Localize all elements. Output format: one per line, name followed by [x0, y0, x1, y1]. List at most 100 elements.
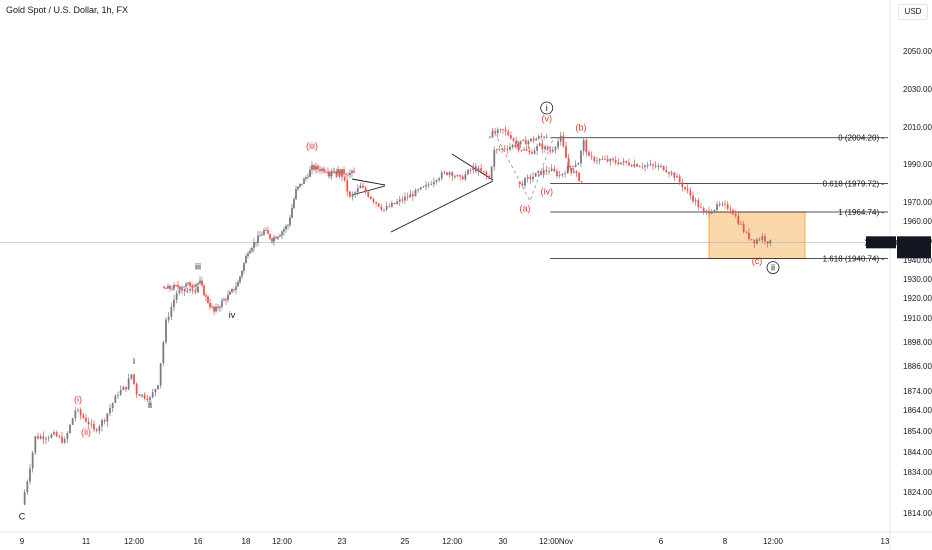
candle-body [26, 481, 29, 493]
candle-body [406, 196, 409, 198]
candle-body [580, 150, 582, 164]
candle-body [742, 224, 745, 232]
time-axis-tick: 12:00 [124, 537, 145, 546]
candle-body [585, 140, 588, 153]
price-axis-tick: 1874.00 [903, 387, 932, 396]
candle-body [243, 263, 245, 271]
candle-body [724, 203, 726, 205]
candle-body [588, 152, 590, 156]
candle-body [756, 239, 758, 244]
candle-body [609, 158, 612, 162]
candle-body [50, 434, 53, 438]
candle-body [446, 172, 448, 175]
candle-body [702, 208, 705, 212]
candle-body [553, 168, 556, 172]
candle-body [438, 178, 441, 181]
candle-body [37, 436, 39, 439]
candle-body [279, 235, 281, 237]
price-axis-tick: 1886.00 [903, 362, 932, 371]
candle-body [716, 204, 718, 210]
candle-body [90, 423, 93, 425]
candle-body [183, 288, 186, 292]
candle-body [485, 172, 488, 176]
price-axis-tick: 1920.00 [903, 294, 932, 303]
candle-body [269, 233, 271, 239]
candle-body [401, 199, 404, 201]
candle-body [335, 171, 338, 177]
currency-selector[interactable]: USD [898, 4, 928, 20]
candle-body [676, 176, 678, 178]
candle-body [544, 146, 546, 150]
price-axis-tick: 2050.00 [903, 47, 932, 56]
candle-body [542, 170, 545, 175]
candle-body [317, 166, 319, 170]
candle-body [646, 165, 649, 167]
candle-body [301, 183, 303, 185]
candle-body [528, 150, 531, 153]
candle-body [518, 181, 521, 184]
candle-body [338, 173, 341, 177]
time-axis-tick: 12:00 [539, 537, 560, 546]
candle-body [569, 165, 572, 167]
time-axis-tick: Nov [559, 537, 573, 546]
symbol-label: XAUUSD [864, 238, 898, 247]
wave-label: (b) [576, 123, 587, 133]
candle-body [729, 208, 732, 210]
candle-body [162, 342, 165, 364]
candle-body [453, 176, 456, 178]
candle-body [227, 294, 229, 301]
wave-label: (iv) [541, 186, 554, 196]
time-axis-tick: 12:00 [272, 537, 293, 546]
candle-body [273, 237, 275, 242]
candle-body [103, 420, 106, 422]
candle-body [47, 437, 50, 439]
candle-body [31, 452, 34, 469]
candle-body [523, 149, 525, 151]
candle-body [87, 421, 90, 425]
candle-body [398, 199, 401, 202]
candle-body [567, 157, 570, 169]
candle-body [435, 180, 438, 182]
candle-body [251, 248, 253, 251]
candle-body [545, 170, 548, 172]
triangle-drawing [351, 178, 386, 186]
candle-body [66, 432, 69, 440]
price-axis-tick: 1910.00 [903, 314, 932, 323]
candle-body [490, 167, 493, 179]
candle-body [253, 242, 255, 249]
candle-body [283, 229, 285, 232]
candle-body [495, 149, 498, 151]
time-axis-tick: 13 [881, 537, 890, 546]
candle-body [578, 172, 581, 182]
candle-body [185, 283, 187, 287]
candle-body [562, 135, 565, 147]
candle-body [257, 235, 259, 243]
candle-body [577, 163, 580, 165]
candle-body [630, 165, 633, 167]
time-axis-tick: 12:00 [763, 537, 784, 546]
candle-body [740, 223, 742, 225]
candle-body [34, 436, 37, 453]
candle-body [718, 204, 721, 206]
candle-body [641, 166, 644, 168]
candle-body [533, 150, 536, 154]
candle-body [111, 402, 114, 408]
candle-body [177, 285, 179, 288]
candle-body [638, 166, 641, 168]
candle-body [356, 188, 359, 193]
time-axis-tick: 25 [401, 537, 410, 546]
candle-body [496, 129, 499, 134]
candle-body [354, 192, 357, 195]
candle-body [628, 162, 630, 166]
candle-body [345, 173, 347, 175]
last-price-label: 1949.31 [900, 238, 929, 247]
candle-body [620, 162, 622, 165]
wave-label: i [133, 356, 135, 366]
candle-body [245, 256, 247, 264]
candle-body [333, 171, 336, 173]
circled-wave-marker [766, 261, 780, 275]
candle-body [135, 383, 138, 395]
candle-body [167, 285, 169, 289]
candle-body [443, 172, 446, 174]
